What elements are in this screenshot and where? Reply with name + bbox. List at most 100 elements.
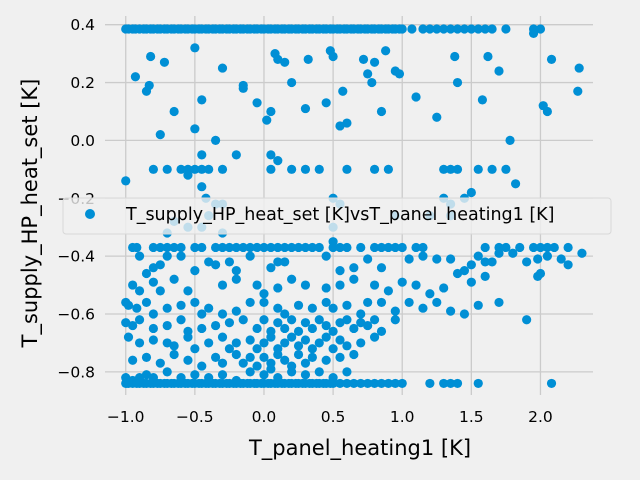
data-point (328, 237, 338, 247)
data-point (217, 63, 228, 73)
data-point (439, 24, 449, 34)
data-point (473, 300, 483, 310)
data-point (349, 323, 359, 334)
data-point (273, 156, 283, 166)
data-point (452, 77, 463, 88)
data-point (252, 242, 262, 253)
data-point (411, 92, 421, 102)
data-point (162, 242, 172, 253)
data-point (307, 303, 317, 313)
data-point (501, 164, 511, 174)
data-point (287, 367, 297, 377)
data-point (123, 300, 134, 310)
data-point (210, 135, 221, 146)
data-point (369, 378, 380, 389)
data-point (148, 277, 158, 287)
x-axis-label: T_panel_heating1 [K] (248, 436, 471, 461)
data-point (146, 51, 156, 62)
data-point (383, 242, 393, 253)
y-tick-label: −0.6 (57, 305, 95, 323)
legend-marker (85, 209, 95, 219)
data-point (342, 341, 352, 351)
data-point (262, 115, 272, 125)
data-point (459, 309, 470, 319)
data-point (480, 257, 490, 267)
data-point (224, 257, 235, 267)
data-point (266, 150, 276, 160)
data-point (522, 257, 532, 267)
data-point (418, 242, 428, 253)
data-point (245, 367, 255, 377)
data-point (528, 28, 539, 38)
data-point (280, 323, 290, 334)
data-point (300, 280, 311, 290)
data-point (411, 280, 421, 290)
data-point (141, 268, 152, 279)
data-point (342, 367, 352, 377)
data-point (328, 378, 338, 389)
data-point (287, 332, 297, 342)
data-point (273, 303, 283, 313)
data-point (363, 69, 373, 79)
data-point (231, 306, 241, 316)
data-point (563, 260, 573, 270)
data-point (238, 80, 248, 91)
data-point (176, 315, 186, 325)
data-point (439, 378, 449, 389)
data-point (162, 367, 172, 377)
data-point (162, 164, 172, 174)
data-point (266, 332, 276, 342)
data-point (176, 300, 186, 310)
data-point (190, 297, 200, 308)
data-point (287, 315, 297, 325)
data-point (273, 242, 283, 253)
data-point (425, 24, 435, 34)
data-point (280, 57, 290, 67)
data-point (210, 320, 221, 331)
data-point (522, 315, 532, 325)
data-point (473, 251, 483, 261)
data-point (528, 242, 539, 253)
data-point (533, 254, 543, 264)
data-point (190, 344, 200, 354)
data-point (321, 283, 331, 293)
data-point (342, 118, 352, 128)
data-point (238, 315, 248, 325)
data-point (300, 242, 311, 253)
data-point (432, 254, 442, 264)
data-point (321, 320, 331, 331)
data-point (376, 242, 387, 253)
data-point (128, 355, 138, 365)
legend-box (62, 197, 612, 235)
data-point (307, 323, 317, 334)
data-point (335, 121, 345, 131)
data-point (494, 66, 504, 76)
data-point (155, 260, 165, 270)
data-point (300, 164, 311, 174)
data-point (300, 103, 311, 114)
data-point (328, 51, 338, 62)
data-point (397, 378, 407, 389)
data-point (155, 130, 165, 140)
data-point (466, 187, 476, 198)
data-point (407, 24, 417, 34)
x-tick-label: 0.5 (321, 408, 346, 426)
data-point (356, 338, 366, 348)
data-point (204, 164, 214, 174)
data-point (376, 378, 387, 389)
data-point (432, 297, 442, 308)
data-point (155, 358, 165, 368)
data-point (376, 326, 387, 336)
data-point (487, 257, 497, 267)
x-axis-ticks: −1.0 −0.5 0.0 0.5 1.0 1.5 2.0 (107, 408, 553, 426)
data-point (231, 242, 241, 253)
data-point (542, 251, 552, 261)
data-point (128, 320, 138, 331)
data-point (342, 378, 352, 389)
data-point (563, 242, 573, 253)
data-point (473, 378, 483, 389)
data-point (459, 265, 470, 276)
data-point (338, 86, 348, 96)
data-point (349, 349, 359, 360)
